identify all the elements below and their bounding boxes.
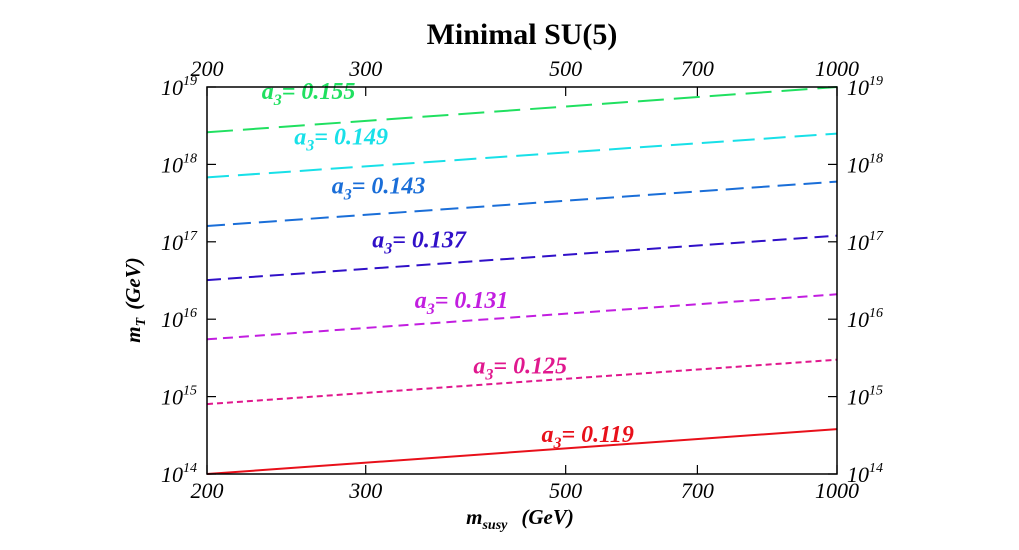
- y-tick-label-right-1: 1015: [847, 384, 883, 410]
- x-tick-label-bottom-4: 1000: [815, 478, 859, 503]
- x-tick-label-bottom-3: 700: [681, 478, 714, 503]
- series-label-6: a3= 0.155: [262, 79, 356, 109]
- x-tick-label-bottom-1: 300: [348, 478, 382, 503]
- y-tick-label-left-3: 1017: [161, 229, 198, 255]
- x-axis-label-unit: (GeV): [521, 505, 573, 529]
- series-label-0: a3= 0.119: [542, 422, 634, 452]
- x-tick-label-bottom-2: 500: [549, 478, 582, 503]
- y-tick-label-left-1: 1015: [161, 384, 197, 410]
- series-label-3: a3= 0.137: [372, 227, 467, 257]
- y-tick-label-left-2: 1016: [161, 306, 197, 332]
- y-tick-label-right-4: 1018: [847, 151, 883, 177]
- x-tick-label-bottom-0: 200: [191, 478, 224, 503]
- y-tick-label-right-2: 1016: [847, 306, 883, 332]
- series-line-5: [206, 132, 838, 179]
- y-tick-label-right-5: 1019: [847, 74, 883, 100]
- x-tick-label-top-3: 700: [681, 56, 714, 81]
- series-label-2: a3= 0.131: [415, 288, 509, 318]
- y-axis-label: mT (GeV): [121, 257, 149, 342]
- x-axis-label-sub: susy: [481, 518, 508, 533]
- series-layer: a3= 0.119 a3= 0.125 a3= 0.131 a3= 0.137 a3= …: [206, 79, 838, 475]
- x-axis-label-main: m: [466, 505, 482, 529]
- x-tick-label-top-2: 500: [549, 56, 582, 81]
- series-label-5: a3= 0.149: [294, 125, 388, 155]
- y-tick-label-left-0: 1014: [161, 461, 197, 487]
- series-line-1: [206, 358, 838, 406]
- x-tick-label-top-4: 1000: [815, 56, 859, 81]
- series-label-4: a3= 0.143: [332, 174, 426, 204]
- y-tick-label-left-4: 1018: [161, 151, 197, 177]
- y-axis-label-main: m: [121, 326, 145, 342]
- chart-title: Minimal SU(5): [427, 18, 618, 51]
- series-line-6: [206, 86, 838, 134]
- y-axis-label-unit: (GeV): [121, 257, 145, 309]
- x-tick-label-top-0: 200: [191, 56, 224, 81]
- x-axis-label: msusy (GeV): [466, 505, 574, 533]
- series-line-4: [206, 180, 838, 227]
- y-tick-label-right-3: 1017: [847, 229, 884, 255]
- x-tick-label-top-1: 300: [348, 56, 382, 81]
- series-line-3: [206, 234, 838, 282]
- y-tick-label-left-5: 1019: [161, 74, 197, 100]
- y-axis-label-sub: T: [134, 316, 149, 326]
- y-tick-label-right-0: 1014: [847, 461, 883, 487]
- plot-area-frame: [206, 86, 838, 475]
- series-line-0: [206, 428, 838, 475]
- series-label-1: a3= 0.125: [473, 353, 567, 383]
- series-line-2: [206, 293, 838, 341]
